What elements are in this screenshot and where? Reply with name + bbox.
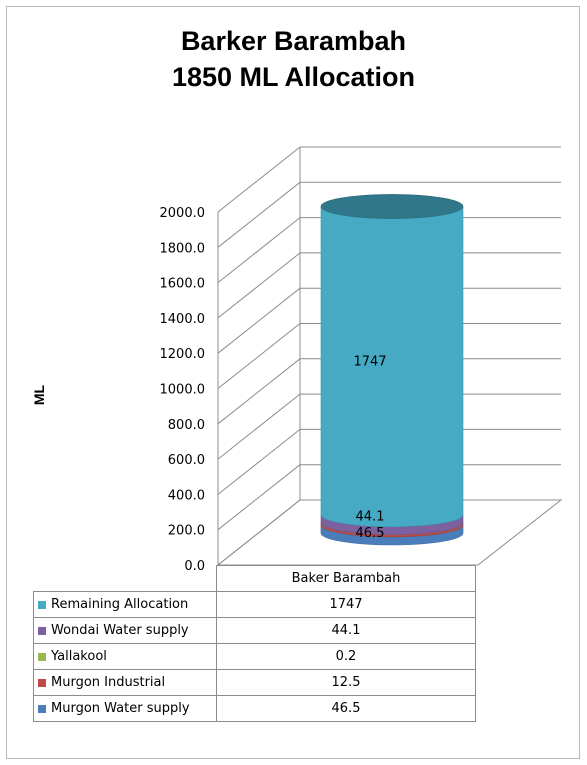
gridline-side (217, 181, 301, 248)
legend-swatch (38, 652, 46, 661)
chart-subtitle: 1850 ML Allocation (171, 62, 416, 92)
y-tick-label: 2000.0 (160, 206, 206, 221)
legend-label: Murgon Water supply (51, 701, 190, 716)
table-row: Remaining Allocation 1747 (33, 591, 476, 618)
y-tick-label: 1000.0 (160, 383, 206, 398)
gridline-side (217, 146, 301, 213)
gridline-side (217, 393, 301, 460)
legend-entry-remaining-allocation: Remaining Allocation (33, 591, 217, 618)
y-tick-label: 600.0 (168, 453, 205, 468)
y-tick-label: 1200.0 (160, 347, 206, 362)
chart-title: Barker Barambah (180, 26, 407, 56)
table-cell-value: 12.5 (216, 669, 476, 696)
data-label-remaining-allocation: 1747 (353, 355, 386, 370)
y-tick-label: 400.0 (168, 488, 205, 503)
data-table: Baker Barambah Remaining Allocation 1747… (33, 565, 476, 722)
gridline-side (217, 287, 301, 354)
legend-label: Murgon Industrial (51, 675, 166, 690)
table-cell-value: 46.5 (216, 695, 476, 722)
table-cell-value: 0.2 (216, 643, 476, 670)
gridline-side (217, 323, 301, 389)
legend-swatch (38, 678, 46, 687)
table-row: Murgon Water supply 46.5 (33, 695, 476, 722)
data-label-murgon-water-supply: 46.5 (356, 526, 385, 541)
table-cell-value: 1747 (216, 591, 476, 618)
table-row: Yallakool 0.2 (33, 643, 476, 670)
gridline-side (217, 217, 301, 283)
legend-swatch (38, 600, 46, 609)
legend-label: Yallakool (51, 649, 107, 664)
legend-entry-wondai-water-supply: Wondai Water supply (33, 617, 217, 644)
legend-entry-murgon-water-supply: Murgon Water supply (33, 695, 217, 722)
legend-label: Wondai Water supply (51, 623, 189, 638)
table-row: Wondai Water supply 44.1 (33, 617, 476, 644)
legend-entry-murgon-industrial: Murgon Industrial (33, 669, 217, 696)
legend-swatch (38, 704, 46, 713)
legend-entry-yallakool: Yallakool (33, 643, 217, 670)
table-cell-value: 44.1 (216, 617, 476, 644)
y-tick-label: 200.0 (168, 524, 205, 539)
legend-label: Remaining Allocation (51, 597, 189, 612)
data-table-header-row: Baker Barambah (33, 565, 476, 592)
y-tick-label: 1800.0 (160, 241, 206, 256)
data-table-corner (33, 565, 217, 592)
gridline-side (217, 429, 301, 495)
y-tick-label: 1600.0 (160, 277, 206, 292)
bar-top-cap (320, 194, 464, 219)
table-row: Murgon Industrial 12.5 (33, 669, 476, 696)
legend-swatch (38, 626, 46, 635)
gridline-side (217, 252, 301, 319)
gridline-side (217, 358, 301, 425)
data-label-wondai-water-supply: 44.1 (356, 509, 385, 524)
data-table-category-header: Baker Barambah (216, 565, 476, 592)
gridline-side (217, 464, 301, 531)
y-tick-label: 800.0 (168, 418, 205, 433)
bar-segment-remaining-allocation (320, 206, 464, 528)
y-tick-label: 1400.0 (160, 312, 206, 327)
